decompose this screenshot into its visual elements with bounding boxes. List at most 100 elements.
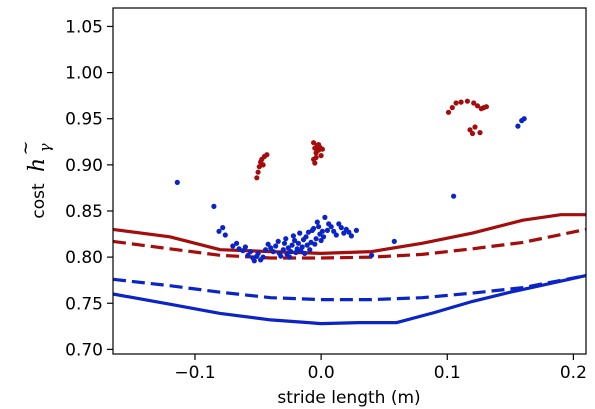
data-point-blue-66 bbox=[338, 225, 344, 231]
data-point-red-0 bbox=[254, 175, 260, 181]
data-point-red-8 bbox=[311, 140, 317, 146]
data-point-blue-52 bbox=[313, 236, 319, 242]
data-point-blue-0 bbox=[174, 179, 180, 185]
data-point-blue-3 bbox=[220, 225, 226, 231]
data-point-blue-35 bbox=[292, 237, 298, 244]
y-tick-label-5: 0.95 bbox=[65, 110, 103, 130]
data-point-blue-4 bbox=[222, 232, 228, 238]
y-tick-label-4: 0.90 bbox=[65, 156, 103, 176]
data-point-blue-60 bbox=[324, 227, 330, 233]
data-point-blue-26 bbox=[280, 247, 286, 253]
data-point-blue-9 bbox=[242, 244, 248, 250]
data-point-blue-62 bbox=[328, 224, 334, 230]
data-point-blue-72 bbox=[369, 252, 375, 258]
data-point-blue-11 bbox=[247, 249, 254, 255]
data-point-blue-19 bbox=[265, 241, 271, 247]
y-axis-label-prefix: cost bbox=[29, 183, 49, 219]
series-line-red-solid bbox=[112, 213, 586, 255]
data-point-red-22 bbox=[453, 100, 459, 106]
x-tick-label-0: −0.1 bbox=[174, 363, 215, 383]
data-point-red-27 bbox=[471, 100, 477, 106]
data-point-blue-27 bbox=[281, 240, 288, 246]
data-point-blue-74 bbox=[451, 193, 457, 199]
data-point-blue-70 bbox=[348, 233, 354, 239]
data-point-blue-63 bbox=[331, 228, 337, 234]
data-point-blue-59 bbox=[322, 214, 328, 220]
data-point-blue-41 bbox=[299, 244, 305, 250]
data-point-blue-1 bbox=[211, 203, 217, 209]
svg-text:cost h γ: cost h γ bbox=[25, 143, 54, 218]
data-point-red-21 bbox=[449, 105, 455, 111]
data-point-blue-50 bbox=[311, 225, 317, 232]
data-point-blue-8 bbox=[240, 248, 246, 254]
data-point-blue-54 bbox=[316, 224, 322, 230]
data-point-blue-34 bbox=[290, 233, 296, 239]
data-point-blue-18 bbox=[263, 247, 269, 253]
y-tick-label-7: 1.05 bbox=[65, 17, 103, 37]
data-point-blue-33 bbox=[289, 242, 295, 248]
y-axis-label-symbol: h bbox=[25, 158, 50, 172]
data-point-blue-21 bbox=[270, 249, 276, 255]
data-point-blue-43 bbox=[302, 250, 308, 256]
data-point-red-12 bbox=[312, 160, 318, 166]
x-axis: −0.1 0.0 0.1 0.2 bbox=[174, 354, 587, 383]
y-axis: 0.70 0.75 0.80 0.85 0.90 0.95 1.00 1.05 bbox=[65, 17, 113, 360]
data-point-blue-22 bbox=[273, 243, 279, 249]
data-point-blue-38 bbox=[295, 240, 301, 246]
data-point-blue-57 bbox=[319, 228, 325, 234]
data-point-red-33 bbox=[483, 104, 489, 110]
data-point-red-16 bbox=[318, 153, 324, 159]
data-point-blue-39 bbox=[297, 230, 303, 236]
y-tick-label-0: 0.70 bbox=[65, 340, 103, 360]
y-axis-label-subscript: γ bbox=[36, 143, 54, 152]
data-point-blue-32 bbox=[288, 249, 294, 255]
data-point-blue-77 bbox=[521, 116, 527, 122]
data-point-red-7 bbox=[260, 162, 266, 168]
y-tick-label-2: 0.80 bbox=[65, 248, 103, 268]
x-tick-label-3: 0.2 bbox=[560, 363, 587, 383]
data-point-blue-71 bbox=[353, 227, 359, 233]
data-point-blue-51 bbox=[312, 241, 318, 247]
data-point-red-25 bbox=[467, 127, 473, 133]
data-point-blue-25 bbox=[278, 253, 284, 259]
data-point-blue-64 bbox=[333, 232, 339, 238]
data-point-blue-73 bbox=[391, 238, 397, 244]
x-axis-label: stride length (m) bbox=[277, 388, 420, 408]
y-axis-label: cost h γ ~ bbox=[15, 140, 54, 218]
data-point-blue-20 bbox=[268, 245, 274, 251]
data-point-blue-65 bbox=[336, 221, 342, 227]
data-point-blue-45 bbox=[304, 242, 310, 248]
data-point-blue-58 bbox=[321, 234, 327, 240]
data-point-blue-23 bbox=[275, 238, 281, 244]
plot-frame bbox=[112, 7, 587, 355]
data-point-red-1 bbox=[255, 169, 261, 175]
data-point-blue-44 bbox=[303, 234, 309, 240]
series-line-blue-solid bbox=[112, 274, 587, 326]
y-tick-label-6: 1.00 bbox=[65, 64, 103, 84]
data-point-red-17 bbox=[313, 154, 319, 161]
series-line-blue-dashed bbox=[112, 274, 587, 302]
y-axis-label-tilde: ~ bbox=[15, 140, 36, 155]
series-line-red-dashed bbox=[112, 227, 587, 260]
data-point-blue-75 bbox=[515, 123, 521, 129]
data-point-blue-17 bbox=[260, 254, 266, 260]
data-point-red-24 bbox=[464, 98, 470, 104]
data-point-blue-5 bbox=[230, 243, 236, 249]
x-tick-label-2: 0.1 bbox=[434, 363, 461, 383]
data-point-blue-28 bbox=[283, 236, 289, 242]
data-point-red-30 bbox=[477, 130, 483, 136]
data-point-red-26 bbox=[469, 130, 476, 137]
data-point-red-19 bbox=[319, 146, 325, 152]
data-point-blue-10 bbox=[245, 252, 251, 258]
y-tick-label-3: 0.85 bbox=[65, 202, 103, 222]
y-tick-label-1: 0.75 bbox=[65, 294, 103, 314]
data-point-blue-53 bbox=[314, 219, 320, 225]
data-point-blue-31 bbox=[287, 254, 293, 260]
data-point-red-28 bbox=[472, 124, 478, 130]
data-point-blue-56 bbox=[318, 237, 324, 244]
data-point-blue-69 bbox=[346, 229, 352, 235]
plot-series bbox=[112, 98, 587, 326]
data-point-blue-2 bbox=[216, 228, 222, 234]
data-point-blue-15 bbox=[255, 250, 261, 256]
